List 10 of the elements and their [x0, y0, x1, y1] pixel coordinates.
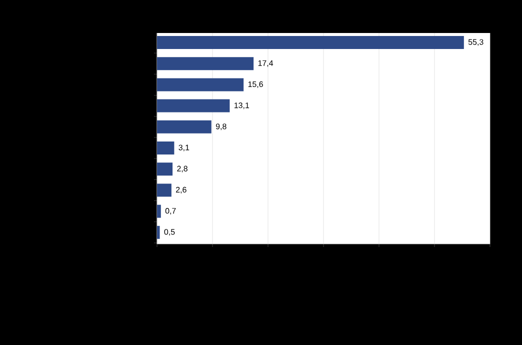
bar	[157, 162, 173, 176]
bar	[157, 204, 161, 218]
bar	[157, 141, 174, 154]
bar	[157, 226, 160, 239]
bar	[157, 36, 464, 49]
bar	[157, 57, 254, 70]
bar	[157, 184, 172, 197]
bar	[157, 78, 244, 92]
bar	[157, 120, 212, 134]
bar	[157, 99, 230, 112]
